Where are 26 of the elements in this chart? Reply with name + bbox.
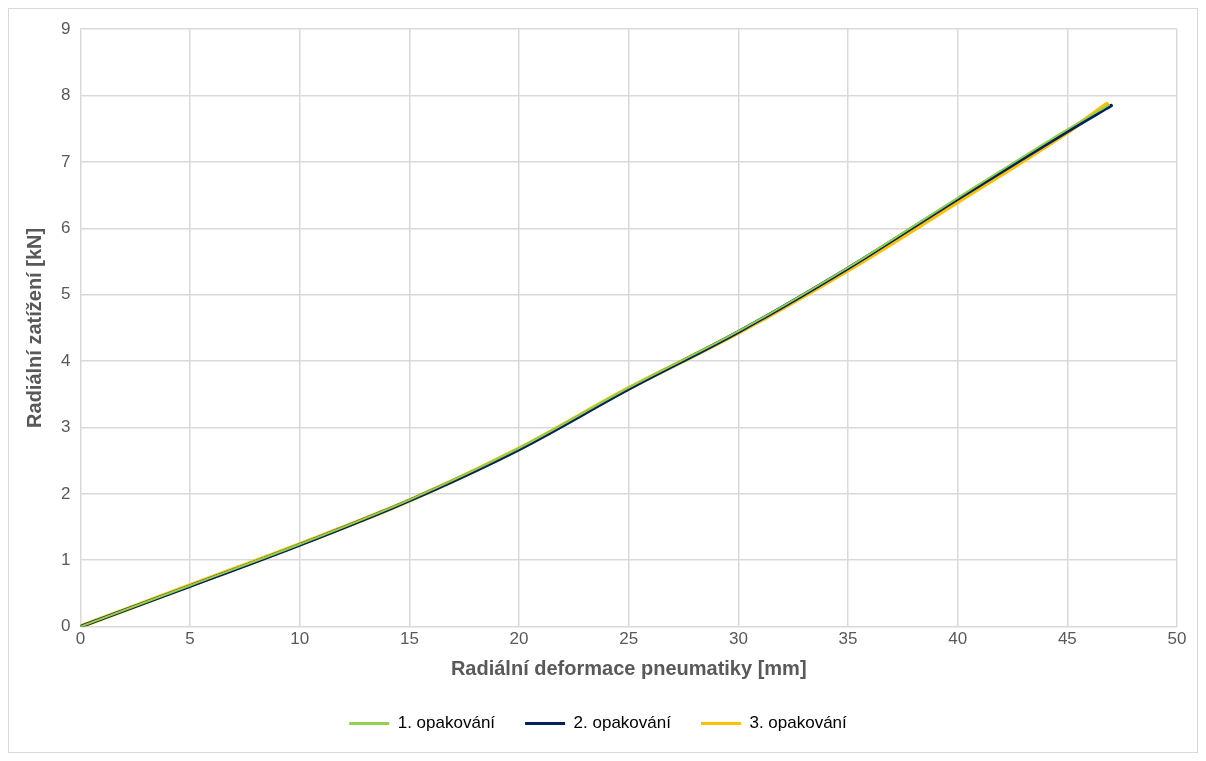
- x-tick-label: 20: [509, 629, 529, 649]
- x-tick-label: 50: [1167, 629, 1187, 649]
- legend-label: 2. opakování: [573, 713, 672, 733]
- legend-label: 1. opakování: [397, 713, 496, 733]
- x-tick-label: 35: [838, 629, 858, 649]
- y-tick-label: 0: [60, 616, 71, 636]
- y-tick-label: 6: [60, 218, 71, 238]
- y-tick-label: 4: [60, 350, 71, 370]
- y-tick-label: 7: [60, 151, 71, 171]
- x-tick-label: 30: [728, 629, 748, 649]
- x-tick-label: 0: [75, 629, 86, 649]
- y-tick-label: 5: [60, 284, 71, 304]
- x-axis-title: Radiální deformace pneumatiky [mm]: [450, 656, 807, 679]
- x-tick-label: 40: [948, 629, 968, 649]
- y-axis-title: Radiální zatížení [kN]: [22, 227, 45, 428]
- x-tick-label: 15: [399, 629, 419, 649]
- y-tick-label: 9: [60, 18, 71, 38]
- y-tick-label: 3: [60, 417, 71, 437]
- legend-label: 3. opakování: [749, 713, 848, 733]
- y-tick-label: 2: [60, 483, 71, 503]
- y-tick-label: 8: [60, 85, 71, 105]
- x-tick-label: 45: [1057, 629, 1077, 649]
- y-tick-label: 1: [60, 549, 71, 569]
- x-tick-label: 25: [619, 629, 639, 649]
- x-tick-label: 10: [290, 629, 310, 649]
- x-tick-label: 5: [185, 629, 195, 649]
